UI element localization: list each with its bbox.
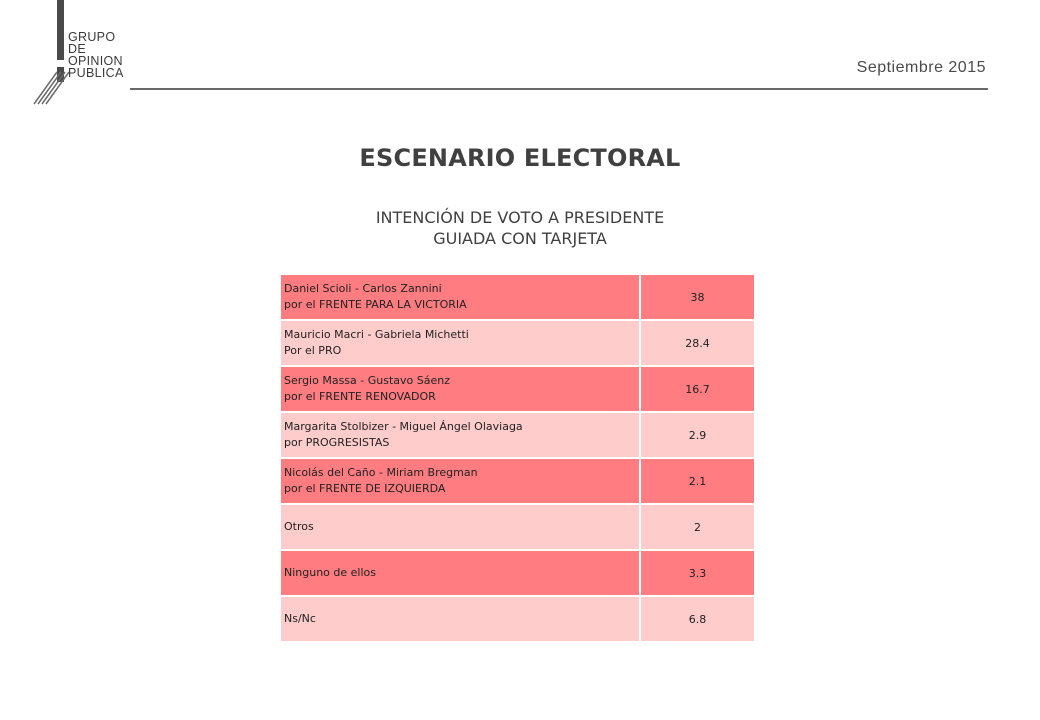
value-cell: 3.3 bbox=[641, 551, 754, 595]
value-cell: 16.7 bbox=[641, 367, 754, 411]
table-row: Ns/Nc 6.8 bbox=[281, 597, 754, 641]
subtitle-line-2: GUIADA CON TARJETA bbox=[433, 229, 607, 248]
value-cell: 6.8 bbox=[641, 597, 754, 641]
candidate-party: Por el PRO bbox=[284, 344, 342, 357]
table-row: Ninguno de ellos 3.3 bbox=[281, 551, 754, 595]
logo-line: GRUPO bbox=[68, 30, 116, 44]
results-table: Daniel Scioli - Carlos Zannini por el FR… bbox=[281, 275, 754, 643]
table-row: Margarita Stolbizer - Miguel Ángel Olavi… bbox=[281, 413, 754, 457]
table-row: Nicolás del Caño - Miriam Bregman por el… bbox=[281, 459, 754, 503]
subtitle-line-1: INTENCIÓN DE VOTO A PRESIDENTE bbox=[375, 208, 665, 227]
candidate-names: Ninguno de ellos bbox=[284, 566, 376, 579]
logo-mark-icon bbox=[33, 0, 70, 105]
logo-line: PUBLICA bbox=[68, 66, 124, 80]
logo bbox=[30, 0, 170, 110]
candidate-cell: Sergio Massa - Gustavo Sáenz por el FREN… bbox=[281, 367, 639, 411]
logo-line: DE bbox=[68, 42, 86, 56]
candidate-cell: Otros bbox=[281, 505, 639, 549]
value-cell: 38 bbox=[641, 275, 754, 319]
candidate-cell: Nicolás del Caño - Miriam Bregman por el… bbox=[281, 459, 639, 503]
candidate-cell: Mauricio Macri - Gabriela Michetti Por e… bbox=[281, 321, 639, 365]
header-date: Septiembre 2015 bbox=[856, 59, 986, 76]
value-cell: 2 bbox=[641, 505, 754, 549]
candidate-names: Ns/Nc bbox=[284, 612, 316, 625]
header-divider bbox=[130, 88, 988, 90]
table-row: Daniel Scioli - Carlos Zannini por el FR… bbox=[281, 275, 754, 319]
candidate-names: Otros bbox=[284, 520, 314, 533]
candidate-names: Daniel Scioli - Carlos Zannini bbox=[284, 282, 442, 295]
candidate-cell: Ns/Nc bbox=[281, 597, 639, 641]
candidate-party: por PROGRESISTAS bbox=[284, 436, 390, 449]
value-cell: 2.1 bbox=[641, 459, 754, 503]
candidate-cell: Ninguno de ellos bbox=[281, 551, 639, 595]
table-row: Sergio Massa - Gustavo Sáenz por el FREN… bbox=[281, 367, 754, 411]
candidate-cell: Daniel Scioli - Carlos Zannini por el FR… bbox=[281, 275, 639, 319]
logo-wordmark: GRUPO DE OPINION PUBLICA bbox=[68, 30, 124, 80]
candidate-party: por el FRENTE RENOVADOR bbox=[284, 390, 436, 403]
value-cell: 2.9 bbox=[641, 413, 754, 457]
table-row: Otros 2 bbox=[281, 505, 754, 549]
candidate-names: Margarita Stolbizer - Miguel Ángel Olavi… bbox=[284, 420, 523, 433]
candidate-names: Mauricio Macri - Gabriela Michetti bbox=[284, 328, 469, 341]
logo-line: OPINION bbox=[68, 54, 123, 68]
candidate-party: por el FRENTE DE IZQUIERDA bbox=[284, 482, 446, 495]
page-title: ESCENARIO ELECTORAL bbox=[359, 144, 681, 172]
page-subtitle: INTENCIÓN DE VOTO A PRESIDENTE GUIADA CO… bbox=[0, 207, 1040, 249]
candidate-names: Nicolás del Caño - Miriam Bregman bbox=[284, 466, 478, 479]
table-row: Mauricio Macri - Gabriela Michetti Por e… bbox=[281, 321, 754, 365]
candidate-cell: Margarita Stolbizer - Miguel Ángel Olavi… bbox=[281, 413, 639, 457]
candidate-names: Sergio Massa - Gustavo Sáenz bbox=[284, 374, 450, 387]
value-cell: 28.4 bbox=[641, 321, 754, 365]
candidate-party: por el FRENTE PARA LA VICTORIA bbox=[284, 298, 467, 311]
